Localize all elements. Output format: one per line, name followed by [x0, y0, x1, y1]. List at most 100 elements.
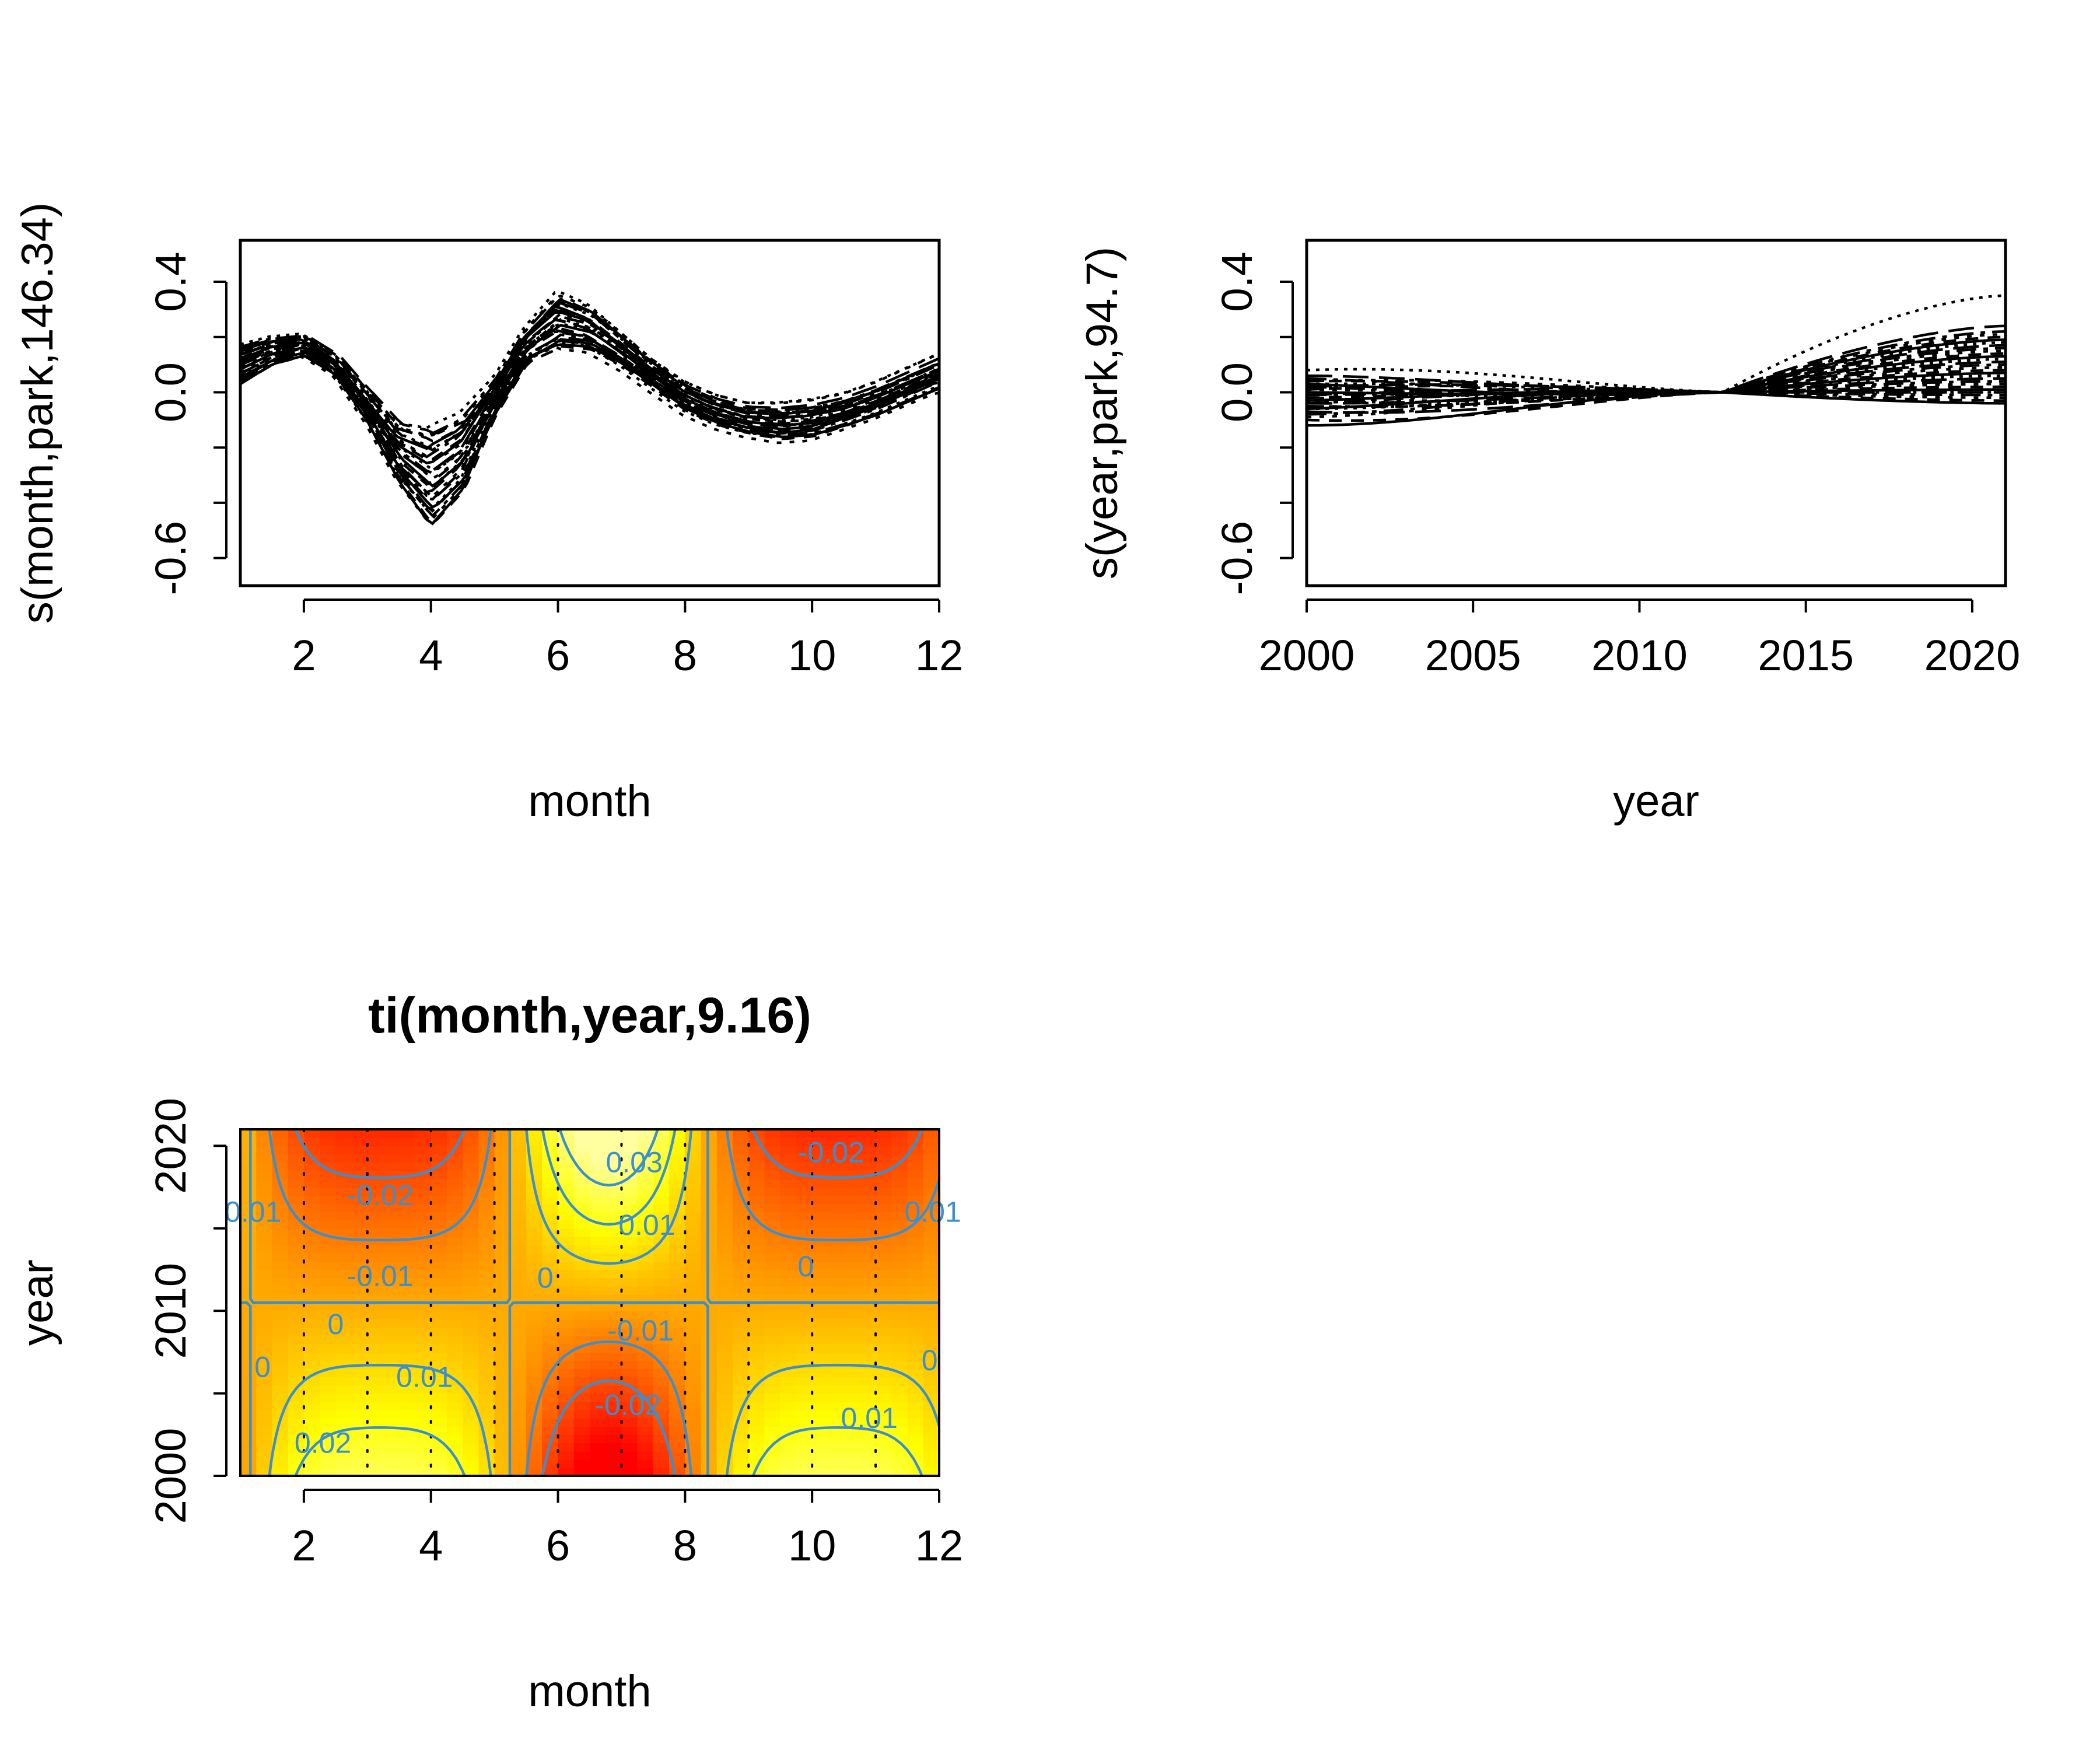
heatmap-cell: [796, 1228, 813, 1237]
heatmap-cell: [812, 1343, 829, 1353]
heatmap-cell: [621, 1162, 638, 1171]
heatmap-cell: [367, 1269, 384, 1279]
heatmap-cell: [812, 1278, 829, 1287]
heatmap-cell: [812, 1418, 829, 1427]
heatmap-cell: [272, 1459, 289, 1468]
heatmap-cell: [796, 1286, 813, 1295]
heatmap-cell: [907, 1228, 924, 1237]
heatmap-cell: [335, 1311, 352, 1320]
heatmap-cell: [590, 1129, 607, 1138]
year-smooth-curves: [1306, 294, 2006, 427]
heatmap-cell: [653, 1377, 670, 1386]
heatmap-cell: [828, 1377, 845, 1386]
heatmap-cell: [669, 1253, 686, 1262]
heatmap-cell: [478, 1294, 495, 1303]
heatmap-cell: [494, 1393, 511, 1402]
heatmap-cell: [796, 1335, 813, 1345]
heatmap-cell: [748, 1319, 765, 1328]
heatmap-cell: [590, 1343, 607, 1353]
contour-label: 0: [797, 1250, 814, 1283]
heatmap-cell: [748, 1393, 765, 1402]
heatmap-cell: [478, 1236, 495, 1245]
heatmap-cell: [748, 1426, 765, 1436]
heatmap-cell: [526, 1253, 543, 1262]
heatmap-cell: [653, 1335, 670, 1345]
heatmap-cell: [510, 1129, 527, 1138]
heatmap-cell: [907, 1311, 924, 1320]
heatmap-cell: [478, 1203, 495, 1213]
heatmap-cell: [272, 1303, 289, 1311]
heatmap-cell: [844, 1335, 860, 1345]
heatmap-cell: [288, 1311, 304, 1320]
heatmap-cell: [876, 1129, 892, 1138]
heatmap-cell: [891, 1138, 908, 1147]
month-smooth-y-tick-label: 0.4: [146, 252, 195, 312]
heatmap-cell: [272, 1294, 289, 1303]
heatmap-cell: [590, 1451, 607, 1460]
heatmap-cell: [335, 1352, 352, 1361]
heatmap-cell: [463, 1368, 480, 1378]
heatmap-cell: [685, 1236, 702, 1245]
heatmap-cell: [812, 1409, 829, 1419]
heatmap-cell: [430, 1443, 447, 1452]
heatmap-cell: [558, 1385, 575, 1394]
heatmap-cell: [320, 1170, 337, 1180]
heatmap-cell: [320, 1303, 337, 1311]
heatmap-cell: [351, 1162, 368, 1171]
month-smooth-x-tick-label: 12: [915, 631, 963, 680]
heatmap-cell: [526, 1385, 543, 1394]
heatmap-cell: [446, 1434, 463, 1444]
heatmap-cell: [780, 1212, 797, 1221]
heatmap-cell: [542, 1294, 559, 1303]
heatmap-cell: [828, 1261, 845, 1270]
heatmap-cell: [430, 1212, 447, 1221]
heatmap-cell: [716, 1269, 733, 1279]
heatmap-cell: [891, 1170, 908, 1180]
heatmap-cell: [510, 1269, 527, 1279]
heatmap-cell: [383, 1401, 400, 1410]
heatmap-cell: [320, 1245, 337, 1254]
heatmap-cell: [303, 1352, 320, 1361]
heatmap-cell: [828, 1467, 845, 1476]
month-smooth-y-tick-label: -0.6: [146, 521, 195, 596]
heatmap-cell: [478, 1253, 495, 1262]
heatmap-cell: [637, 1286, 654, 1295]
heatmap-cell: [606, 1451, 622, 1460]
heatmap-cell: [399, 1245, 416, 1254]
heatmap-cell: [526, 1212, 543, 1221]
heatmap-cell: [812, 1311, 829, 1320]
heatmap-cell: [383, 1195, 400, 1205]
heatmap-cell: [891, 1409, 908, 1419]
heatmap-cell: [748, 1278, 765, 1287]
heatmap-cell: [240, 1303, 257, 1311]
heatmap-cell: [510, 1368, 527, 1378]
heatmap-cell: [463, 1443, 480, 1452]
heatmap-cell: [415, 1187, 432, 1196]
heatmap-cell: [399, 1178, 416, 1188]
heatmap-cell: [494, 1377, 511, 1386]
heatmap-cell: [859, 1146, 876, 1155]
heatmap-cell: [303, 1261, 320, 1270]
heatmap-cell: [590, 1409, 607, 1419]
heatmap-cell: [335, 1443, 352, 1452]
heatmap-cell: [590, 1146, 607, 1155]
heatmap-cell: [272, 1377, 289, 1386]
month-smooth-curve: [240, 315, 940, 475]
heatmap-cell: [764, 1303, 781, 1311]
heatmap-cell: [446, 1467, 463, 1476]
heatmap-cell: [335, 1253, 352, 1262]
heatmap-cell: [303, 1129, 320, 1138]
heatmap-cell: [494, 1426, 511, 1436]
heatmap-cell: [923, 1459, 939, 1468]
heatmap-cell: [510, 1261, 527, 1270]
heatmap-cell: [685, 1220, 702, 1229]
heatmap-cell: [907, 1162, 924, 1171]
heatmap-cell: [446, 1426, 463, 1436]
heatmap-cell: [907, 1261, 924, 1270]
month-smooth-x-axis-title: month: [528, 776, 651, 826]
heatmap-cell: [685, 1162, 702, 1171]
heatmap-cell: [748, 1187, 765, 1196]
heatmap-cell: [558, 1294, 575, 1303]
heatmap-cell: [637, 1220, 654, 1229]
heatmap-cell: [351, 1377, 368, 1386]
